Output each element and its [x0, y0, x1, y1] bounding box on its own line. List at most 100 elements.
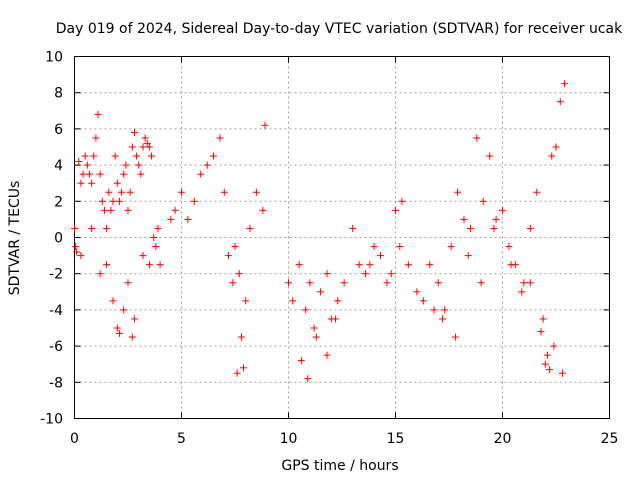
data-point — [88, 224, 96, 232]
data-point — [77, 252, 85, 260]
y-axis-label: SDTVAR / TECUs — [7, 181, 23, 296]
data-point — [362, 270, 370, 278]
data-point — [556, 98, 564, 106]
data-point — [304, 375, 312, 383]
data-point — [526, 279, 534, 287]
data-point — [115, 329, 123, 337]
data-point — [477, 279, 485, 287]
data-point — [225, 252, 233, 260]
data-point — [156, 261, 164, 269]
data-point — [220, 188, 228, 196]
data-point — [526, 224, 534, 232]
y-tick-label: 8 — [54, 86, 63, 102]
data-point — [237, 333, 245, 341]
data-point — [81, 152, 89, 160]
x-axis-label: GPS time / hours — [281, 458, 398, 474]
data-point — [533, 188, 541, 196]
data-points — [71, 80, 569, 383]
data-point — [143, 139, 151, 147]
y-tick-label: 2 — [54, 194, 63, 210]
data-point — [323, 351, 331, 359]
y-tick-label: 0 — [54, 231, 63, 247]
y-tick-label: -8 — [49, 375, 63, 391]
data-point — [203, 161, 211, 169]
data-point — [150, 234, 158, 241]
data-point — [464, 252, 472, 260]
data-point — [404, 261, 412, 269]
data-point — [261, 121, 269, 129]
data-point — [295, 261, 303, 269]
data-point — [561, 80, 569, 88]
data-point — [473, 134, 481, 142]
data-point — [413, 288, 421, 296]
data-point — [370, 243, 378, 251]
data-point — [387, 270, 395, 278]
data-point — [252, 188, 260, 196]
data-point — [229, 279, 237, 287]
data-point — [332, 315, 340, 323]
data-point — [139, 143, 147, 151]
data-point — [107, 206, 115, 214]
data-point — [366, 261, 374, 269]
data-point — [152, 243, 160, 251]
data-point — [73, 248, 81, 256]
data-point — [441, 306, 449, 314]
data-point — [259, 206, 267, 214]
data-point — [145, 261, 153, 269]
data-point — [79, 170, 87, 178]
data-point — [419, 297, 427, 305]
data-point — [126, 188, 134, 196]
data-point — [137, 170, 145, 178]
data-point — [454, 188, 462, 196]
data-point — [77, 179, 85, 187]
data-point — [518, 288, 526, 296]
data-point — [190, 197, 198, 205]
data-point — [306, 279, 314, 287]
data-point — [439, 315, 447, 323]
data-point — [505, 243, 513, 251]
data-point — [135, 161, 143, 169]
data-point — [537, 328, 545, 336]
data-point — [398, 197, 406, 205]
y-tick-label: 6 — [54, 122, 63, 138]
x-tick-label: 5 — [177, 431, 186, 447]
data-point — [96, 170, 104, 178]
data-point — [349, 224, 357, 232]
data-point — [233, 369, 241, 377]
data-point — [520, 279, 528, 287]
data-point — [289, 297, 297, 305]
data-point — [184, 215, 192, 223]
data-point — [130, 315, 138, 323]
data-point — [447, 243, 455, 251]
x-tick-label: 15 — [387, 431, 405, 447]
data-point — [312, 333, 320, 341]
data-point — [109, 297, 117, 305]
data-point — [210, 152, 218, 160]
data-point — [124, 279, 132, 287]
data-point — [98, 197, 106, 205]
x-tick-label: 0 — [70, 431, 79, 447]
data-point — [171, 206, 179, 214]
data-point — [242, 297, 250, 305]
data-point — [139, 252, 147, 260]
data-point — [285, 279, 292, 287]
data-point — [118, 188, 126, 196]
data-point — [297, 357, 305, 365]
data-point — [113, 324, 121, 332]
data-point — [133, 152, 141, 160]
data-point — [552, 143, 560, 151]
data-point — [546, 366, 554, 374]
data-point — [548, 152, 556, 160]
data-point — [105, 188, 113, 196]
x-tick-label: 25 — [601, 431, 619, 447]
data-point — [486, 152, 494, 160]
data-point — [85, 170, 93, 178]
data-point — [302, 306, 310, 314]
data-point — [246, 224, 254, 232]
data-point — [466, 224, 474, 232]
data-point — [122, 161, 130, 169]
data-point — [128, 333, 136, 341]
data-point — [558, 369, 566, 377]
data-point — [490, 224, 498, 232]
data-point — [216, 134, 224, 142]
